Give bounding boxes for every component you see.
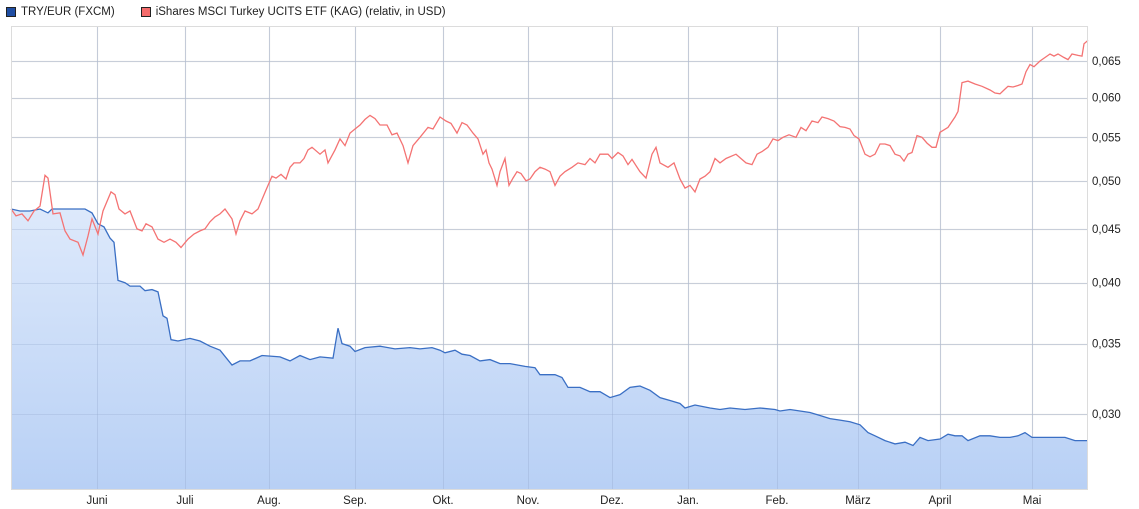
- legend-swatch-blue-icon: [6, 7, 16, 17]
- x-tick-label: Sep.: [343, 495, 367, 507]
- x-tick-label: April: [928, 495, 951, 507]
- x-tick-label: Aug.: [257, 495, 281, 507]
- chart-legend: TRY/EUR (FXCM) iShares MSCI Turkey UCITS…: [6, 4, 472, 20]
- try-eur-area: [11, 209, 1087, 489]
- y-tick-label: 0,045: [1092, 224, 1121, 236]
- y-tick-label: 0,035: [1092, 339, 1121, 351]
- try-eur-line[interactable]: [10, 208, 1087, 447]
- y-tick-label: 0,065: [1092, 56, 1121, 68]
- legend-item-ishares-turkey[interactable]: iShares MSCI Turkey UCITS ETF (KAG) (rel…: [140, 6, 446, 18]
- legend-label: iShares MSCI Turkey UCITS ETF (KAG) (rel…: [155, 6, 446, 18]
- x-tick-label: Jan.: [677, 495, 699, 507]
- plot-frame: [11, 26, 1088, 490]
- x-tick-label: Juni: [86, 495, 107, 507]
- x-tick-label: Mai: [1023, 495, 1042, 507]
- y-axis: 0,065 0,060 0,055 0,050 0,045 0,040 0,035 0,030: [1092, 56, 1121, 421]
- legend-item-try-eur[interactable]: TRY/EUR (FXCM): [6, 6, 115, 18]
- x-tick-label: Dez.: [600, 495, 624, 507]
- x-axis: Juni Juli Aug. Sep. Okt. Nov. Dez. Jan. Feb. März…: [86, 495, 1041, 507]
- y-tick-label: 0,040: [1092, 278, 1121, 290]
- legend-swatch-red-icon: [140, 7, 151, 17]
- y-tick-label: 0,060: [1092, 93, 1121, 105]
- x-tick-label: Feb.: [765, 495, 788, 507]
- ishares-turkey-line[interactable]: [10, 39, 1089, 258]
- x-tick-label: Juli: [176, 495, 193, 507]
- x-tick-label: März: [845, 495, 871, 507]
- x-tick-label: Okt.: [432, 495, 453, 507]
- gridlines-overlay: [11, 26, 1087, 489]
- x-tick-label: Nov.: [517, 495, 540, 507]
- y-tick-label: 0,050: [1092, 176, 1121, 188]
- y-tick-label: 0,055: [1092, 132, 1121, 144]
- y-tick-label: 0,030: [1092, 409, 1121, 421]
- legend-label: TRY/EUR (FXCM): [21, 6, 115, 18]
